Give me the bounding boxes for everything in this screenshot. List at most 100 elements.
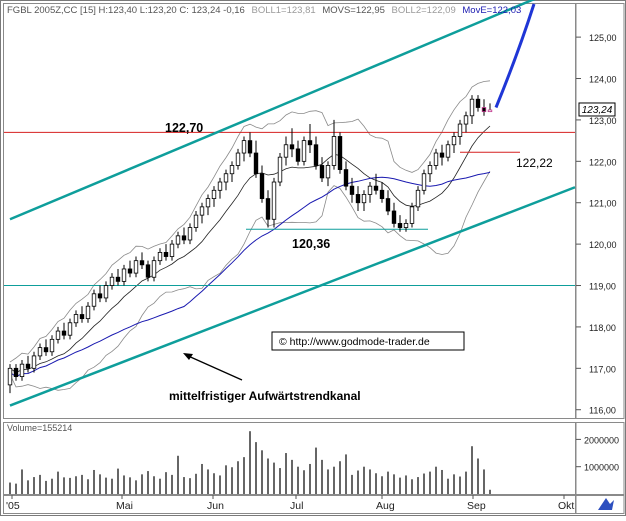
candle-body (97, 293, 103, 299)
price-axis-label: 118,00 (589, 323, 616, 333)
channel-upper (9, 0, 536, 221)
candle-body (355, 194, 361, 204)
annotation-high: 122,70 (165, 121, 203, 135)
candle-body (373, 185, 379, 191)
candle-body (91, 293, 97, 307)
candle-body (343, 169, 349, 187)
price-axis-label: 122,00 (589, 157, 617, 167)
candle-body (331, 136, 337, 166)
candle-body (301, 140, 307, 162)
price-panel (3, 3, 576, 419)
candle-body (145, 264, 151, 278)
candle-body (241, 140, 247, 154)
volume-panel (3, 422, 576, 495)
copyright-text[interactable]: © http://www.godmode-trader.de (279, 336, 430, 348)
candle-body (73, 314, 79, 324)
candle-body (361, 194, 367, 204)
candle-body (385, 198, 391, 212)
candle-body (325, 165, 331, 179)
header-symbol: FGBL 2005Z,CC [15] (7, 5, 96, 16)
price-axis-label: 117,00 (589, 364, 616, 374)
candle-body (349, 185, 355, 195)
candle-body (313, 144, 319, 166)
annotation-low: 120,36 (292, 237, 330, 251)
middle-band (9, 125, 491, 373)
header-boll1: BOLL1=123,81 (251, 5, 315, 16)
candle-body (391, 210, 397, 224)
price-axis-label: 123,00 (589, 116, 617, 126)
candle-body (265, 198, 271, 220)
x-axis-label: '05 (6, 500, 20, 512)
candle-body (259, 173, 265, 199)
candle-body (367, 185, 373, 195)
corner-box (575, 495, 625, 514)
price-axis-label: 119,00 (589, 282, 616, 292)
x-axis-label: Okt (558, 500, 574, 512)
candle-body (445, 144, 451, 158)
upper-band (9, 80, 491, 363)
candle-body (403, 223, 409, 228)
candle-body (295, 148, 301, 162)
candle-body (475, 98, 481, 108)
candle-body (397, 223, 403, 228)
candle-body (409, 206, 415, 224)
tool-icon[interactable] (598, 498, 614, 510)
candle-body (79, 314, 85, 320)
price-axis-label: 120,00 (589, 240, 617, 250)
candle-body (163, 251, 169, 257)
price-axis-label: 121,00 (589, 199, 617, 209)
candle-body (7, 367, 13, 386)
price-axis-label: 125,00 (589, 33, 617, 43)
candle-body (61, 330, 67, 336)
price-axis (575, 3, 625, 419)
candle-body (103, 285, 109, 299)
header-movs: MOVS=122,95 (322, 5, 385, 16)
candle-body (319, 165, 325, 179)
annotation-mid: 122,22 (516, 156, 553, 170)
volume-axis-label: 2000000 (584, 435, 619, 445)
copyright-box (271, 331, 465, 351)
candle-body (31, 355, 37, 369)
candle-body (253, 152, 259, 175)
candle-body (469, 98, 475, 117)
svg-text:FGBL 2005Z,CC [15] H:123,4: FGBL 2005Z,CC [15] H:123,40 L:123,20 C: … (7, 5, 521, 16)
channel-arrow (185, 354, 243, 381)
candle-body (211, 189, 217, 199)
candle-body (85, 305, 91, 320)
moving-average (9, 171, 491, 378)
candle-body (109, 276, 115, 286)
candle-body (181, 235, 187, 241)
candle-body (271, 181, 277, 220)
candle-body (115, 276, 121, 282)
candle-body (169, 243, 175, 257)
candle-body (415, 189, 421, 208)
candle-body (49, 338, 55, 353)
candle-body (433, 152, 439, 166)
x-axis-label: Jul (290, 500, 303, 512)
candle-body (481, 107, 487, 113)
candle-body (205, 198, 211, 208)
candle-body (247, 140, 253, 154)
candle-body (457, 123, 463, 137)
header-boll2: BOLL2=122,09 (392, 5, 456, 16)
lower-band (9, 170, 491, 391)
volume-label: Volume=155214 (7, 423, 72, 433)
candle-body (175, 235, 181, 245)
candle-body (199, 206, 205, 216)
x-axis-label: Jun (207, 500, 224, 512)
candle-body (151, 260, 157, 278)
candle-body (487, 109, 493, 113)
candle-body (235, 152, 241, 166)
candle-body (451, 136, 457, 146)
header-ohlc: H:123,40 L:123,20 C: 123,24 -0,16 (99, 5, 245, 16)
candle-body (13, 367, 19, 378)
candle-body (25, 363, 31, 369)
candle-body (19, 363, 25, 377)
candle-body (37, 347, 43, 357)
x-axis-label: Aug (376, 500, 395, 512)
candle-body (55, 330, 61, 340)
candle-body (421, 173, 427, 191)
candle-body (193, 214, 199, 228)
volume-axis (575, 422, 625, 495)
